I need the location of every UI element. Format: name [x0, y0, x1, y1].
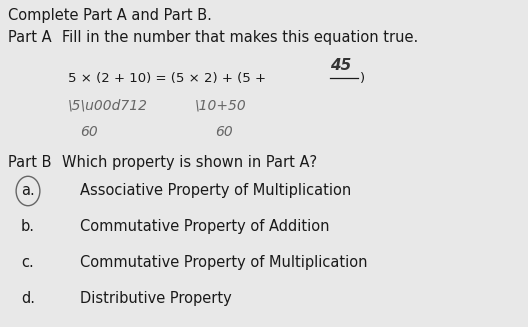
Text: d.: d. [21, 291, 35, 306]
Text: ): ) [360, 72, 365, 85]
Text: \10+50: \10+50 [195, 98, 247, 112]
Text: 60: 60 [80, 125, 98, 139]
Text: Commutative Property of Multiplication: Commutative Property of Multiplication [80, 255, 367, 270]
Text: Fill in the number that makes this equation true.: Fill in the number that makes this equat… [62, 30, 418, 45]
Text: 5 × (2 + 10) = (5 × 2) + (5 +: 5 × (2 + 10) = (5 × 2) + (5 + [68, 72, 270, 85]
Text: \5\u00d712: \5\u00d712 [68, 98, 148, 112]
Text: Associative Property of Multiplication: Associative Property of Multiplication [80, 183, 351, 198]
Text: Commutative Property of Addition: Commutative Property of Addition [80, 219, 329, 234]
Text: 60: 60 [215, 125, 233, 139]
Text: b.: b. [21, 219, 35, 234]
Text: Distributive Property: Distributive Property [80, 291, 232, 306]
Text: Complete Part A and Part B.: Complete Part A and Part B. [8, 8, 212, 23]
Text: Part B: Part B [8, 155, 52, 170]
Text: Part A: Part A [8, 30, 52, 45]
Text: Which property is shown in Part A?: Which property is shown in Part A? [62, 155, 317, 170]
Text: a.: a. [21, 183, 35, 198]
Text: 45: 45 [330, 58, 351, 73]
Text: c.: c. [22, 255, 34, 270]
